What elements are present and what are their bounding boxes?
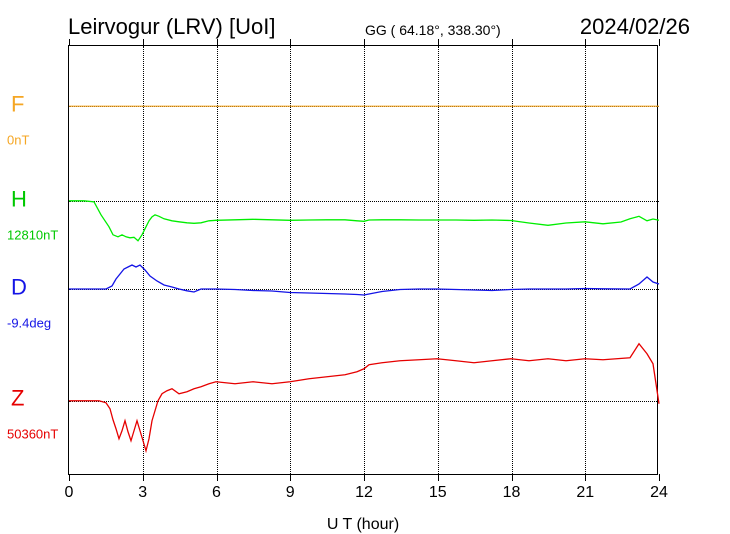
channel-value-D: -9.4deg [7, 316, 51, 331]
tick-x-bottom-24 [659, 474, 660, 481]
xlabel-15: 15 [429, 484, 447, 502]
xlabel-0: 0 [65, 484, 74, 502]
xlabel-12: 12 [355, 484, 373, 502]
xaxis-title: U T (hour) [327, 516, 399, 534]
tick-x-6 [217, 39, 218, 46]
channel-label-Z: Z [11, 386, 24, 412]
tick-x-9 [290, 39, 291, 46]
xlabel-9: 9 [286, 484, 295, 502]
tick-x-3 [143, 39, 144, 46]
channel-label-F: F [11, 92, 24, 118]
xlabel-3: 3 [138, 484, 147, 502]
plot-area: 0 3 6 9 12 15 18 21 24 U T (hour) F 0nT … [68, 45, 658, 475]
xlabel-18: 18 [503, 484, 521, 502]
date-label: 2024/02/26 [580, 14, 690, 40]
xlabel-24: 24 [650, 484, 668, 502]
station-title: Leirvogur (LRV) [UoI] [68, 14, 275, 40]
tick-x-18 [512, 39, 513, 46]
channel-value-H: 12810nT [7, 228, 58, 243]
magnetogram-chart: Leirvogur (LRV) [UoI] GG ( 64.18°, 338.3… [0, 0, 730, 520]
trace-Z [69, 46, 659, 476]
tick-x-12 [364, 39, 365, 46]
coordinates-label: GG ( 64.18°, 338.30°) [365, 22, 501, 38]
channel-value-Z: 50360nT [7, 427, 58, 442]
tick-x-21 [585, 39, 586, 46]
channel-value-F: 0nT [7, 133, 29, 148]
tick-x-24 [659, 39, 660, 46]
xlabel-6: 6 [212, 484, 221, 502]
channel-label-H: H [11, 187, 27, 213]
tick-x-15 [438, 39, 439, 46]
channel-label-D: D [11, 275, 27, 301]
xlabel-21: 21 [576, 484, 594, 502]
tick-x-0 [69, 39, 70, 46]
